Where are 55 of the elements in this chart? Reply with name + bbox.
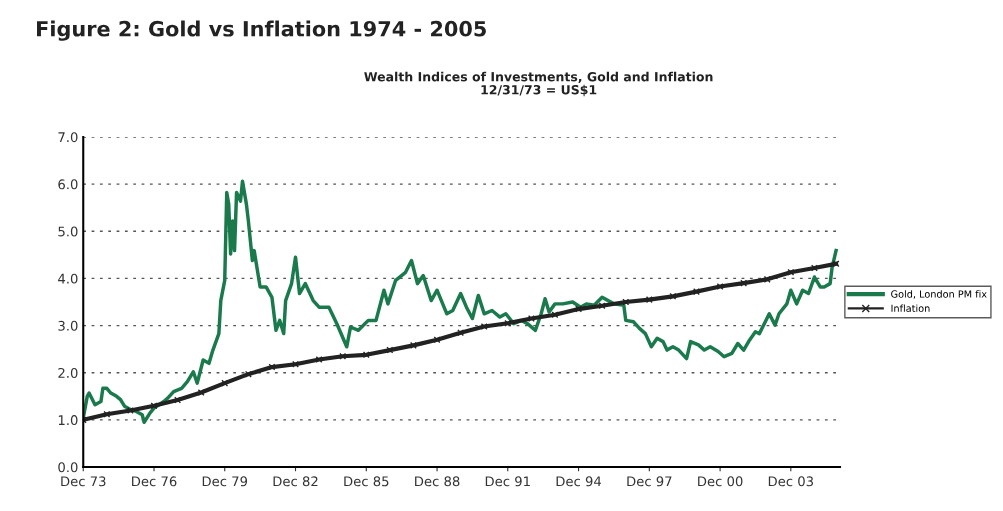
point — [150, 402, 158, 410]
point — [832, 260, 840, 268]
point — [197, 389, 205, 397]
point — [622, 298, 630, 306]
point — [339, 352, 347, 360]
x-tick-label: Dec 91 — [485, 476, 530, 487]
x-tick-label: Dec 82 — [273, 476, 318, 487]
point — [716, 282, 724, 290]
point — [740, 279, 748, 287]
x-tick-label: Dec 88 — [415, 476, 460, 487]
point — [669, 292, 677, 300]
point — [244, 370, 252, 378]
y-tick-label: 2.0 — [58, 367, 78, 378]
legend-label: Gold, London PM fix — [891, 290, 987, 299]
x-tick-label: Dec 85 — [344, 476, 389, 487]
point — [457, 329, 465, 337]
point — [433, 336, 441, 344]
y-tick-label: 6.0 — [58, 179, 78, 190]
x-tick-label: Dec 76 — [132, 476, 177, 487]
y-tick-label: 3.0 — [58, 320, 78, 331]
point — [787, 268, 795, 276]
x-tick-label: Dec 94 — [556, 476, 602, 487]
point — [386, 346, 394, 354]
y-tick-label: 4.0 — [58, 273, 78, 284]
point — [315, 356, 323, 364]
y-tick-label: 0.0 — [58, 462, 78, 473]
x-tick-label: Dec 79 — [202, 476, 248, 487]
x-tick-label: Dec 73 — [61, 476, 106, 487]
point — [103, 410, 111, 418]
point — [810, 264, 818, 272]
point — [174, 396, 182, 404]
point — [480, 323, 488, 330]
y-tick-label: 7.0 — [58, 132, 78, 143]
point — [409, 341, 417, 349]
point — [292, 360, 299, 368]
y-tick-label: 1.0 — [58, 415, 78, 426]
point — [598, 302, 606, 310]
line-series — [83, 179, 838, 424]
x-tick-label: Dec 00 — [698, 476, 743, 487]
chart-subtitle: Wealth Indices of Investments, Gold and Inflation 12/31/73 = US$1 — [364, 71, 713, 97]
x-tick-label: Dec 97 — [627, 476, 672, 487]
chart-title: Figure 2: Gold vs Inflation 1974 - 2005 — [37, 20, 486, 41]
point — [221, 379, 229, 387]
point — [692, 288, 700, 296]
point — [575, 305, 583, 313]
point — [763, 275, 771, 283]
point — [126, 406, 134, 414]
point — [362, 351, 370, 359]
point — [527, 315, 535, 322]
point — [551, 311, 559, 319]
line-series — [83, 260, 840, 424]
legend-label: Inflation — [891, 304, 930, 312]
x-tick-label: Dec 03 — [768, 476, 814, 487]
point — [645, 296, 653, 304]
y-tick-label: 5.0 — [58, 226, 78, 237]
